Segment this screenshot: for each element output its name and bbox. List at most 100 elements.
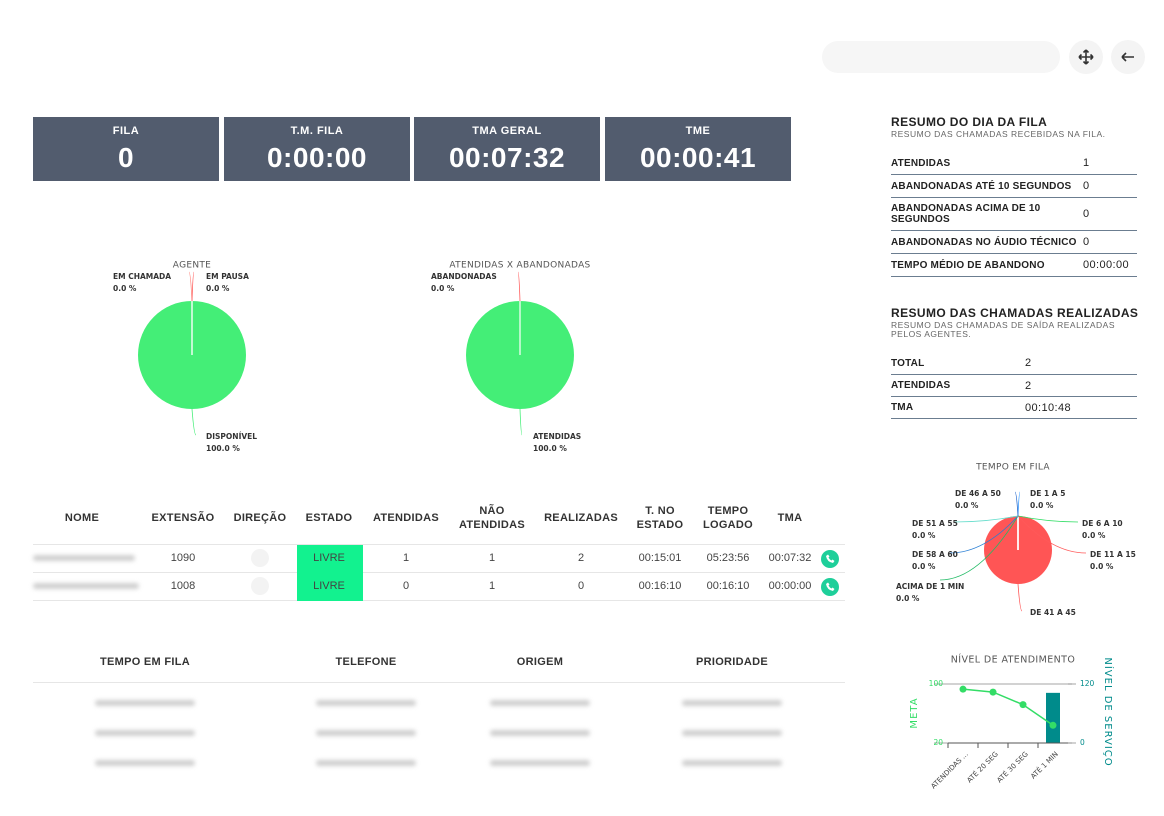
summary-divider — [891, 174, 1137, 175]
table-cell: 00:15:01 — [638, 552, 682, 564]
queue-cell-blurred — [316, 730, 416, 736]
leader-line — [954, 515, 1019, 523]
slice-label: DE 58 A 60 — [912, 550, 958, 559]
kpi-label: TMA GERAL — [472, 125, 542, 137]
slice-label: ATENDIDAS — [533, 432, 581, 441]
queue-cell-blurred — [490, 760, 590, 766]
slice-label: DE 51 A 55 — [912, 519, 958, 528]
line-point — [959, 685, 967, 693]
y2-tick-label: 120 — [1080, 679, 1095, 688]
line-point — [1019, 701, 1027, 709]
summary-title: RESUMO DO DIA DA FILA — [891, 115, 1048, 129]
leader-line — [939, 515, 1019, 581]
kpi-card: TME 00:00:41 — [605, 117, 791, 181]
state-background — [297, 545, 363, 573]
slice-label: DE 46 A 50 — [955, 489, 1001, 498]
queue-cell-blurred — [490, 700, 590, 706]
leader-line — [1014, 491, 1019, 517]
table-header: EXTENSÃO — [151, 512, 215, 524]
y-tick-label: 100 — [929, 679, 944, 688]
slice-label: DE 41 A 45 — [1030, 608, 1076, 617]
summary-divider — [891, 197, 1137, 198]
table-cell: 1090 — [170, 552, 196, 564]
summary-subtitle: RESUMO DAS CHAMADAS RECEBIDAS NA FILA. — [891, 129, 1106, 139]
table-header: REALIZADAS — [544, 512, 618, 524]
summary-label: ATENDIDAS — [891, 157, 951, 169]
agent-name-blurred — [33, 583, 139, 589]
queue-cell-blurred — [490, 730, 590, 736]
summary-title: RESUMO DAS CHAMADAS REALIZADAS — [891, 306, 1139, 320]
kpi-card: TMA GERAL 00:07:32 — [414, 117, 600, 181]
table-header: TEMPO EM FILA — [99, 656, 191, 668]
slice-value-label: 0.0 % — [1090, 562, 1114, 571]
summary-divider — [891, 396, 1137, 397]
summary-label: TOTAL — [891, 357, 925, 369]
table-cell: 05:23:56 — [706, 552, 750, 564]
summary-value: 00:00:00 — [1083, 259, 1130, 271]
slice-value-label: 0.0 % — [206, 284, 230, 293]
summary-label: ABANDONADAS NO ÁUDIO TÉCNICO — [891, 236, 1077, 248]
line-point — [1049, 721, 1057, 729]
x-tick-label: ATENDIDAS ... — [929, 750, 969, 790]
table-header: PRIORIDADE — [695, 656, 769, 668]
table-cell: 1 — [488, 580, 496, 592]
move-button[interactable] — [1069, 40, 1103, 74]
summary-value: 0 — [1083, 236, 1090, 248]
leader-line — [188, 271, 193, 302]
search-box[interactable] — [822, 41, 1060, 73]
kpi-value: 0 — [117, 142, 135, 173]
back-button[interactable] — [1111, 40, 1145, 74]
direction-icon — [251, 577, 269, 595]
leader-line — [1017, 583, 1023, 612]
slice-value-label: 0.0 % — [113, 284, 137, 293]
queue-cell-blurred — [682, 700, 782, 706]
slice-value-label: 100.0 % — [533, 444, 567, 453]
summary-value: 0 — [1083, 180, 1090, 192]
table-cell: LIVRE — [313, 552, 345, 564]
queue-cell-blurred — [682, 730, 782, 736]
kpi-card: FILA 0 — [33, 117, 219, 181]
table-cell: 1 — [402, 552, 410, 564]
leader-line — [1017, 491, 1021, 517]
summary-divider — [891, 230, 1137, 231]
slice-label: ACIMA DE 1 MIN — [896, 582, 964, 591]
leader-line — [1017, 515, 1079, 523]
leader-line — [1017, 515, 1087, 554]
queue-cell-blurred — [95, 760, 195, 766]
y-tick-label: 20 — [933, 738, 943, 747]
table-cell: 00:00:00 — [768, 580, 812, 592]
summary-divider — [891, 418, 1137, 419]
call-icon — [826, 554, 835, 563]
summary-divider — [891, 276, 1137, 277]
slice-label: EM PAUSA — [206, 272, 249, 281]
slice-value-label: 0.0 % — [1082, 531, 1106, 540]
table-cell: 00:07:32 — [768, 552, 812, 564]
summary-divider — [891, 374, 1137, 375]
slice-value-label: 0.0 % — [1030, 501, 1054, 510]
table-header: TEMPO LOGADO — [702, 505, 754, 531]
chart-title: TEMPO EM FILA — [975, 463, 1050, 473]
slice-value-label: 0.0 % — [431, 284, 455, 293]
slice-label: EM CHAMADA — [113, 272, 171, 281]
slice-value-label: 100.0 % — [1030, 620, 1064, 629]
row-divider — [33, 600, 845, 601]
chart-title: ATENDIDAS X ABANDONADAS — [449, 261, 590, 271]
call-icon-bg — [821, 578, 839, 596]
y2-tick-label: 0 — [1080, 738, 1085, 747]
table-header: ATENDIDAS — [372, 512, 440, 524]
table-header: T. NO ESTADO — [636, 505, 684, 531]
call-button[interactable] — [821, 550, 839, 568]
kpi-label: TME — [685, 125, 711, 137]
chart-title: AGENTE — [173, 261, 211, 271]
call-button[interactable] — [821, 578, 839, 596]
queue-cell-blurred — [95, 700, 195, 706]
queue-cell-blurred — [316, 760, 416, 766]
slice-value-label: 100.0 % — [206, 444, 240, 453]
kpi-value: 0:00:00 — [266, 142, 367, 173]
row-divider — [33, 544, 845, 545]
slice-label: DE 1 A 5 — [1030, 489, 1065, 498]
summary-label: ATENDIDAS — [891, 380, 951, 391]
table-cell: LIVRE — [313, 580, 345, 592]
queue-cell-blurred — [95, 730, 195, 736]
